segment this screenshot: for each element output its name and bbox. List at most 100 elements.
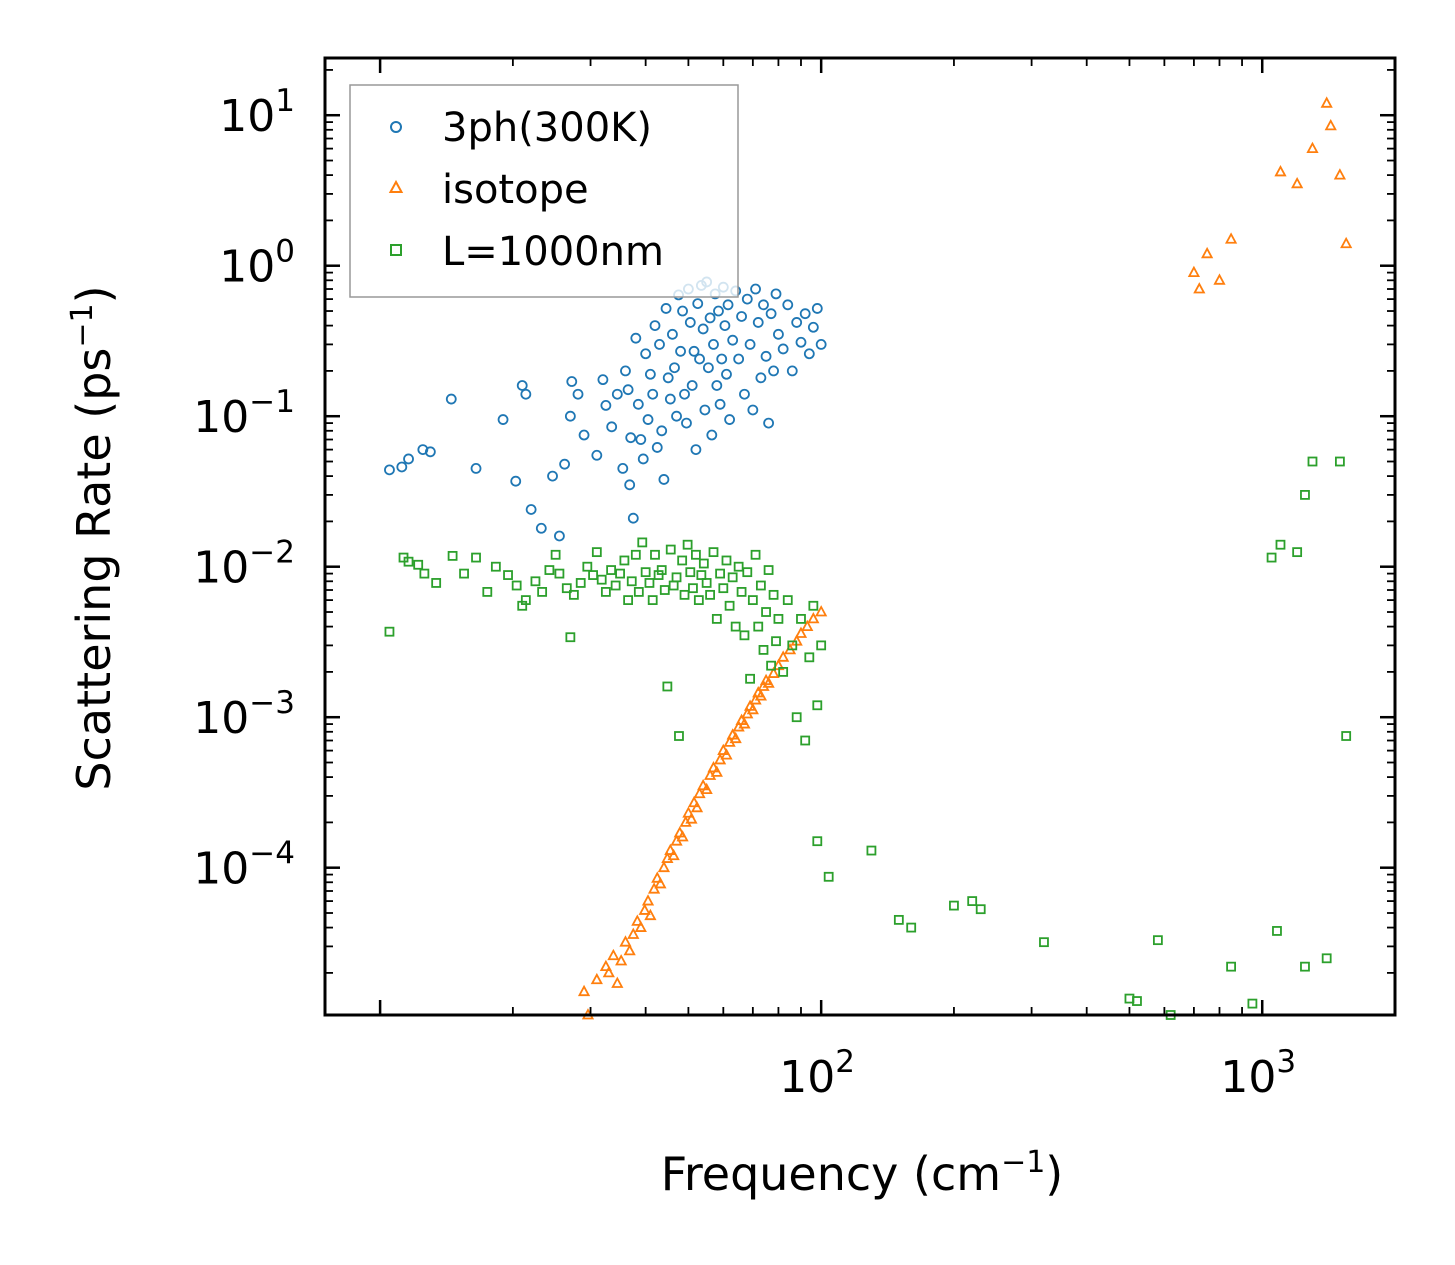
point-boundary xyxy=(1247,998,1258,1009)
point-boundary xyxy=(640,567,651,578)
point-isotope xyxy=(667,848,680,861)
point-3ph xyxy=(763,417,774,429)
point-boundary xyxy=(753,621,764,632)
point-isotope xyxy=(762,676,775,688)
point-isotope xyxy=(720,748,733,760)
point-isotope xyxy=(599,959,612,972)
point-3ph xyxy=(591,449,603,461)
legend-box xyxy=(349,84,739,298)
point-3ph xyxy=(688,345,700,357)
point-boundary xyxy=(1275,539,1286,550)
point-3ph xyxy=(711,380,723,391)
y-axis-title: Scattering Rate (ps−1) xyxy=(65,285,121,790)
point-boundary xyxy=(447,550,458,561)
point-isotope xyxy=(631,914,644,926)
point-boundary xyxy=(1321,953,1332,964)
point-3ph xyxy=(694,353,705,365)
point-3ph xyxy=(811,303,823,314)
point-boundary xyxy=(471,552,481,563)
point-isotope xyxy=(801,619,814,631)
point-isotope xyxy=(1224,232,1238,244)
point-boundary xyxy=(1272,926,1282,936)
point-isotope xyxy=(607,948,620,961)
point-3ph xyxy=(744,339,756,350)
point-boundary xyxy=(679,589,690,600)
point-isotope xyxy=(664,843,677,855)
point-3ph xyxy=(658,474,670,485)
point-3ph xyxy=(470,462,482,474)
point-boundary xyxy=(630,549,641,560)
tick-labels: 102 103 101 100 10−1 10−2 10−3 10−4 xyxy=(193,83,1296,1103)
point-boundary xyxy=(511,580,522,591)
y-tick-label: 10−3 xyxy=(193,685,295,744)
point-boundary xyxy=(1266,552,1277,563)
point-3ph xyxy=(675,345,686,357)
series-0 xyxy=(384,276,827,542)
point-isotope xyxy=(654,877,667,889)
point-3ph xyxy=(791,317,803,328)
point-boundary xyxy=(736,587,747,597)
point-boundary xyxy=(796,613,806,624)
point-boundary xyxy=(688,583,698,594)
point-3ph xyxy=(651,442,663,453)
point-3ph xyxy=(692,298,704,310)
point-boundary xyxy=(633,587,644,597)
point-boundary xyxy=(537,587,548,597)
point-3ph xyxy=(697,323,709,335)
y-tick-label: 101 xyxy=(219,83,295,142)
point-boundary xyxy=(606,565,617,575)
point-3ph xyxy=(716,353,728,365)
legend-label-boundary: L=1000nm xyxy=(442,229,664,275)
point-3ph xyxy=(572,388,584,400)
point-boundary xyxy=(575,578,586,588)
point-3ph xyxy=(497,414,509,425)
point-boundary xyxy=(787,640,798,651)
point-3ph xyxy=(708,339,719,350)
point-boundary xyxy=(384,626,395,637)
point-boundary xyxy=(742,567,753,578)
point-boundary xyxy=(619,555,630,566)
point-boundary xyxy=(582,561,593,572)
point-isotope xyxy=(611,976,624,988)
point-3ph xyxy=(760,350,772,362)
point-3ph xyxy=(535,522,547,534)
point-boundary xyxy=(739,630,750,641)
point-boundary xyxy=(812,700,823,711)
point-isotope xyxy=(777,650,790,662)
point-boundary xyxy=(733,561,744,572)
y-tick-label: 10−2 xyxy=(193,535,295,594)
point-isotope xyxy=(644,908,657,921)
point-3ph xyxy=(807,321,819,333)
point-3ph xyxy=(765,308,777,320)
point-3ph xyxy=(637,453,649,465)
point-isotope xyxy=(729,731,742,744)
point-3ph xyxy=(782,299,794,311)
point-3ph xyxy=(620,365,631,377)
point-boundary xyxy=(967,896,978,906)
point-3ph xyxy=(510,475,522,487)
point-boundary xyxy=(823,871,834,882)
point-3ph xyxy=(597,374,609,386)
point-boundary xyxy=(650,549,660,560)
point-boundary xyxy=(766,660,777,671)
point-3ph xyxy=(739,388,750,400)
point-isotope xyxy=(638,903,651,915)
point-3ph xyxy=(770,288,782,300)
point-boundary xyxy=(816,640,827,651)
point-3ph xyxy=(600,399,612,411)
point-3ph xyxy=(747,404,759,416)
point-boundary xyxy=(701,578,712,588)
point-3ph xyxy=(664,393,676,405)
point-3ph xyxy=(704,312,716,324)
point-3ph xyxy=(656,425,668,437)
point-isotope xyxy=(767,666,780,678)
point-3ph xyxy=(721,368,732,380)
point-isotope xyxy=(815,605,828,617)
point-isotope xyxy=(794,626,808,638)
point-boundary xyxy=(1334,456,1345,467)
legend-label-isotope: isotope xyxy=(442,167,589,213)
legend-marker-3ph xyxy=(390,121,402,133)
point-boundary xyxy=(773,613,784,624)
x-tick-label: 103 xyxy=(1220,1044,1296,1103)
point-3ph xyxy=(768,365,779,377)
